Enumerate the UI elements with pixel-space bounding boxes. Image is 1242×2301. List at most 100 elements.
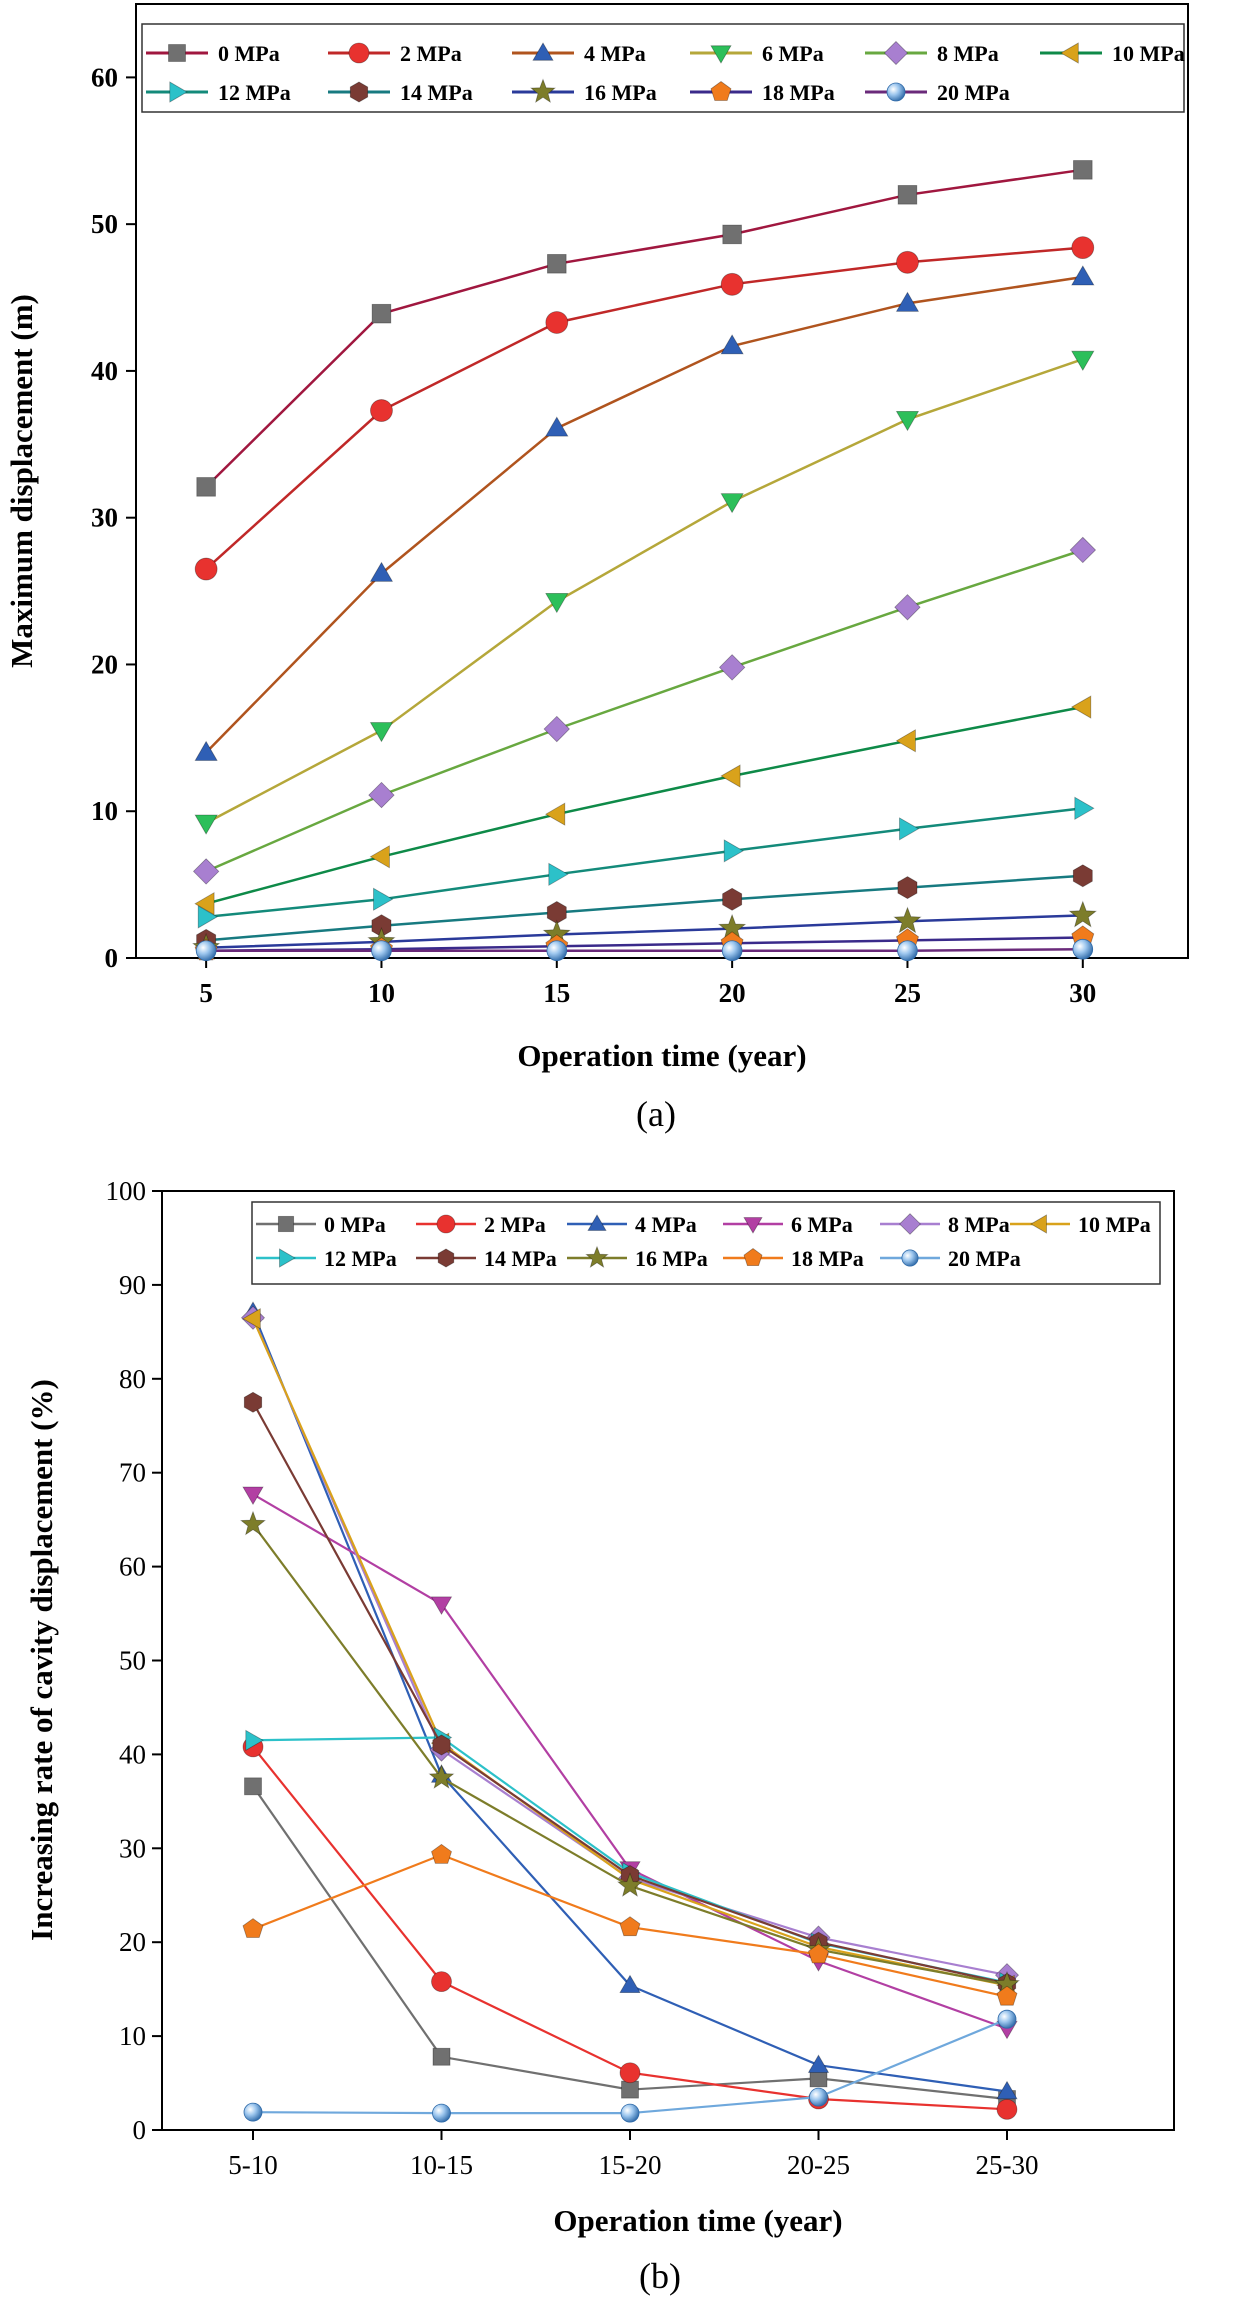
data-point-a-20-mpa	[1072, 938, 1094, 960]
series-b-6-mpa	[242, 1486, 1018, 2040]
legend-marker-a	[349, 81, 369, 103]
legend-label-a: 20 MPa	[937, 80, 1010, 105]
data-point-b-20-mpa	[997, 2009, 1017, 2029]
legend-marker-b	[901, 1249, 919, 1267]
data-point-a-10-mpa	[369, 845, 390, 869]
data-point-a-2-mpa	[545, 311, 569, 334]
series-line-a-4-mpa	[205, 275, 1083, 754]
data-point-a-14-mpa	[722, 887, 743, 911]
y-tick-label-a: 10	[91, 796, 118, 826]
y-tick-label-a: 0	[105, 943, 119, 973]
x-tick-label-b: 5-10	[228, 2150, 278, 2180]
data-point-a-16-mpa	[1068, 900, 1097, 928]
legend-marker-a	[530, 78, 556, 104]
data-point-a-6-mpa	[1071, 350, 1095, 371]
x-tick-label-b: 10-15	[410, 2150, 473, 2180]
series-a-0-mpa	[196, 160, 1093, 497]
legend-label-b: 0 MPa	[324, 1212, 386, 1237]
legend-marker-a	[710, 81, 732, 101]
series-b-14-mpa	[243, 1391, 1017, 1994]
x-tick-label-a: 20	[719, 978, 746, 1008]
data-point-a-8-mpa	[368, 781, 395, 809]
legend-item-a: 0 MPa	[146, 41, 280, 66]
legend-label-b: 4 MPa	[635, 1212, 697, 1237]
series-line-b-12-mpa	[252, 1736, 1008, 1984]
data-point-a-4-mpa	[369, 561, 394, 582]
data-point-a-14-mpa	[1072, 864, 1093, 888]
legend-label-b: 14 MPa	[484, 1246, 557, 1271]
data-point-a-16-mpa	[893, 906, 922, 934]
data-point-a-12-mpa	[1074, 796, 1095, 820]
legend-label-b: 18 MPa	[791, 1246, 864, 1271]
series-a-10-mpa	[194, 695, 1092, 916]
y-axis-title-b: Increasing rate of cavity displacement (…	[24, 1379, 59, 1941]
data-point-a-2-mpa	[194, 557, 218, 581]
data-point-a-10-mpa	[544, 802, 566, 826]
data-point-b-0-mpa	[244, 1777, 262, 1796]
data-point-a-14-mpa	[897, 876, 918, 900]
series-a-14-mpa	[196, 864, 1093, 952]
y-tick-label-a: 50	[91, 209, 118, 239]
data-point-a-10-mpa	[1070, 695, 1092, 719]
x-axis-title-a: Operation time (year)	[517, 1038, 806, 1073]
legend-label-a: 14 MPa	[400, 80, 473, 105]
data-point-a-6-mpa	[545, 593, 569, 614]
series-a-8-mpa	[192, 536, 1097, 885]
x-tick-label-b: 25-30	[976, 2150, 1039, 2180]
legend-item-b: 4 MPa	[567, 1212, 697, 1237]
y-tick-label-a: 20	[91, 649, 118, 679]
series-line-a-20-mpa	[206, 947, 1083, 952]
y-tick-label-b: 0	[133, 2115, 147, 2145]
series-line-a-8-mpa	[205, 548, 1084, 873]
legend-marker-b	[587, 1214, 607, 1231]
data-point-a-2-mpa	[370, 399, 393, 422]
legend-marker-b	[437, 1248, 455, 1268]
data-point-a-6-mpa	[369, 722, 394, 743]
data-point-b-18-mpa	[431, 1843, 452, 1864]
data-point-a-12-mpa	[899, 817, 920, 841]
y-axis-title-a: Maximum displacement (m)	[4, 294, 39, 668]
legend-item-b: 6 MPa	[723, 1212, 853, 1237]
data-point-a-20-mpa	[721, 940, 743, 961]
data-point-a-20-mpa	[371, 940, 392, 961]
series-b-18-mpa	[242, 1843, 1018, 2006]
series-a-2-mpa	[194, 236, 1095, 581]
legend-label-b: 12 MPa	[324, 1246, 397, 1271]
legend-label-a: 10 MPa	[1112, 41, 1185, 66]
legend-marker-b	[1030, 1214, 1047, 1234]
data-point-a-6-mpa	[194, 814, 218, 835]
series-line-a-16-mpa	[206, 914, 1083, 949]
legend-b	[251, 1201, 1161, 1285]
data-point-b-2-mpa	[619, 2062, 641, 2084]
data-point-a-6-mpa	[720, 493, 744, 514]
data-point-a-4-mpa	[895, 291, 920, 312]
series-line-b-16-mpa	[252, 1523, 1008, 1986]
series-a-4-mpa	[194, 265, 1095, 761]
x-tick-label-a: 25	[894, 978, 921, 1008]
data-point-b-18-mpa	[619, 1916, 641, 1937]
data-point-b-20-mpa	[243, 2102, 263, 2122]
legend-item-a: 10 MPa	[1040, 41, 1185, 66]
series-a-20-mpa	[195, 938, 1094, 961]
chart-panel-b: 0 10 20 30 40 50 60 70 80 90 100 5-10 10-15 15-20 20-…	[24, 1176, 1175, 2296]
legend-label-b: 8 MPa	[948, 1212, 1010, 1237]
y-tick-label-b: 30	[119, 1833, 146, 1863]
series-line-b-0-mpa	[252, 1785, 1008, 2101]
data-point-b-6-mpa	[242, 1486, 264, 1506]
x-tick-label-b: 20-25	[787, 2150, 850, 2180]
x-tick-label-a: 15	[543, 978, 570, 1008]
legend-item-a: 20 MPa	[865, 80, 1010, 105]
data-point-a-8-mpa	[1069, 536, 1097, 564]
series-line-b-14-mpa	[252, 1401, 1008, 1985]
data-point-b-20-mpa	[809, 2087, 828, 2107]
legend-item-a: 16 MPa	[512, 78, 657, 105]
legend-item-a: 2 MPa	[328, 41, 462, 66]
data-point-a-4-mpa	[720, 334, 744, 355]
legend-marker-a	[710, 45, 732, 64]
y-tick-label-b: 50	[119, 1646, 146, 1676]
data-point-b-18-mpa	[242, 1918, 264, 1938]
series-line-b-4-mpa	[251, 1311, 1008, 2093]
legend-label-a: 0 MPa	[218, 41, 280, 66]
legend-label-a: 2 MPa	[400, 41, 462, 66]
